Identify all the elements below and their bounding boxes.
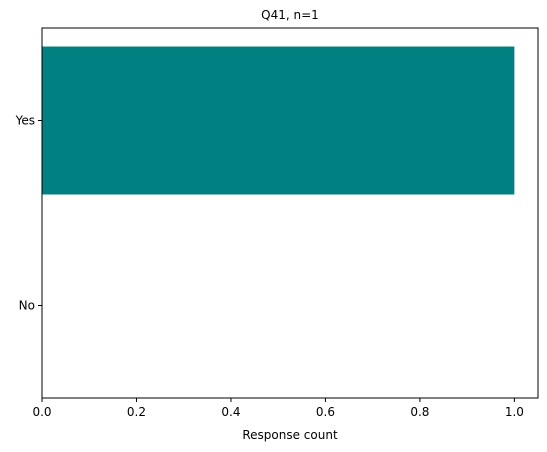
x-tick-label: 0.2 [127, 405, 146, 419]
x-axis-ticks: 0.0 0.2 0.4 0.6 0.8 1.0 [32, 398, 524, 419]
x-tick-label: 0.6 [316, 405, 335, 419]
x-tick-label: 0.0 [32, 405, 51, 419]
x-axis-label: Response count [242, 428, 338, 442]
x-tick-label: 1.0 [505, 405, 524, 419]
bar-series [42, 46, 515, 195]
bar-yes [42, 46, 515, 195]
chart-title: Q41, n=1 [261, 8, 319, 22]
y-axis-ticks: Yes No [15, 114, 42, 313]
plot-frame [41, 27, 539, 399]
x-tick-label: 0.4 [221, 405, 240, 419]
x-tick-label: 0.8 [410, 405, 429, 419]
y-tick-label: No [19, 299, 35, 313]
y-tick-label: Yes [15, 114, 35, 128]
